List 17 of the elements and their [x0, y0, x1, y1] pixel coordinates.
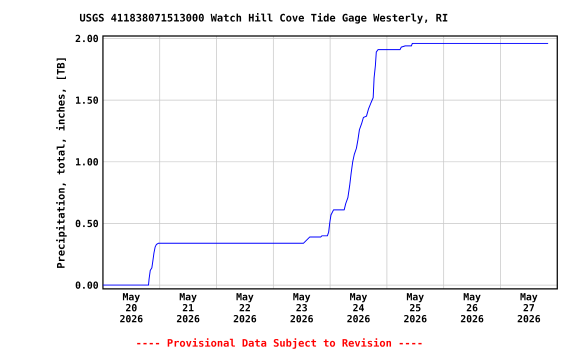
y-tick-label: 1.00: [76, 158, 98, 166]
x-tick-label: May 27 2026: [518, 293, 540, 322]
y-tick-label: 0.00: [76, 282, 98, 289]
x-tick-label: May 22 2026: [234, 293, 256, 322]
x-tick-label: May 20 2026: [120, 293, 143, 322]
x-tick-label: May 26 2026: [460, 293, 484, 322]
chart-title: USGS 411838071513000 Watch Hill Cove Tide Gage Westerly, RI: [80, 13, 448, 24]
y-axis-title: Precipitation, total, inches, [TB]: [56, 58, 67, 268]
x-tick-label: May 25 2026: [404, 293, 427, 322]
x-tick-label: May 21 2026: [176, 293, 200, 322]
x-tick-label: May 24 2026: [347, 293, 370, 322]
y-tick-label: 1.50: [76, 96, 98, 104]
x-tick-label: May 23 2026: [290, 293, 313, 322]
y-tick-label: 2.00: [76, 34, 98, 42]
y-tick-label: 0.50: [76, 220, 98, 228]
line-series: [102, 42, 549, 286]
text: ---- Provisional Data Subject to Revision ----: [137, 338, 422, 349]
